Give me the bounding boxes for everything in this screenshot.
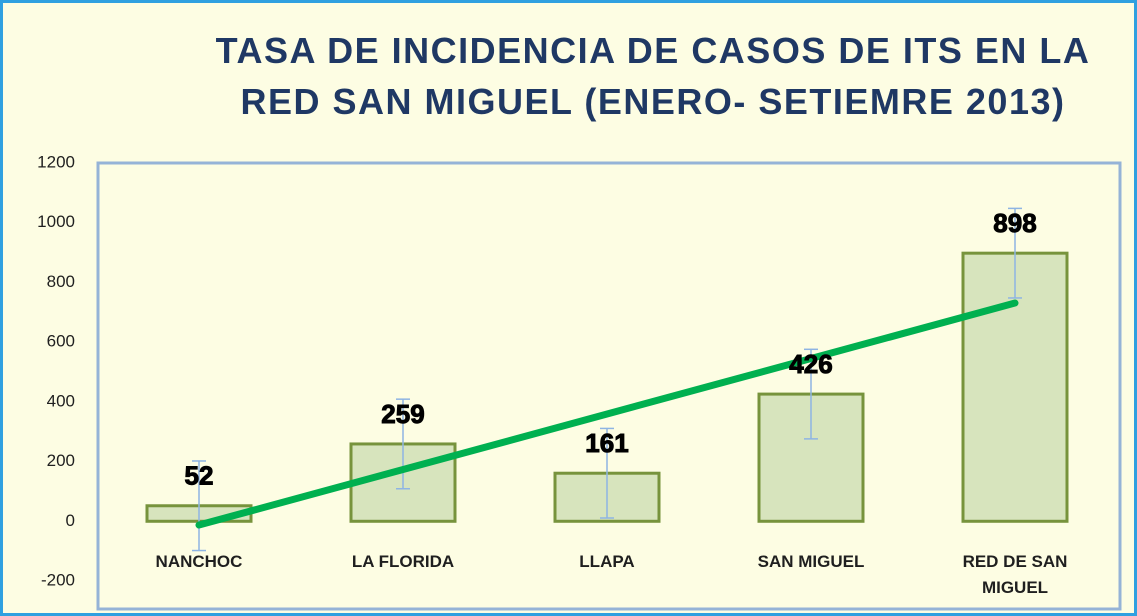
value-label: 52 [185, 461, 214, 491]
trendline [195, 299, 1019, 529]
y-tick-label: 1000 [37, 212, 75, 231]
x-tick-label: NANCHOC [155, 552, 243, 571]
y-tick-label: 600 [47, 332, 75, 351]
y-tick-label: 200 [47, 451, 75, 470]
x-tick-label: LA FLORIDA [351, 552, 455, 571]
chart-title: TASA DE INCIDENCIA DE CASOS DE ITS EN LA… [215, 30, 1091, 122]
value-label: 426 [789, 349, 832, 379]
x-tick-label: RED DE SAN MIGUEL [962, 552, 1068, 597]
y-tick-label: 1200 [37, 152, 75, 171]
plot: -200 0 200 400 600 800 1000 1200 52 259 161 426 898 [37, 152, 1122, 611]
y-tick-label: 400 [47, 391, 75, 410]
value-label: 161 [585, 428, 628, 458]
y-tick-label: 0 [66, 511, 75, 530]
x-tick-label: SAN MIGUEL [757, 552, 865, 571]
y-tick-label: -200 [41, 570, 75, 589]
plot-area [96, 161, 1122, 611]
value-label: 898 [993, 208, 1036, 238]
value-label: 259 [381, 399, 424, 429]
x-tick-label: LLAPA [579, 552, 635, 571]
y-tick-label: 800 [47, 272, 75, 291]
